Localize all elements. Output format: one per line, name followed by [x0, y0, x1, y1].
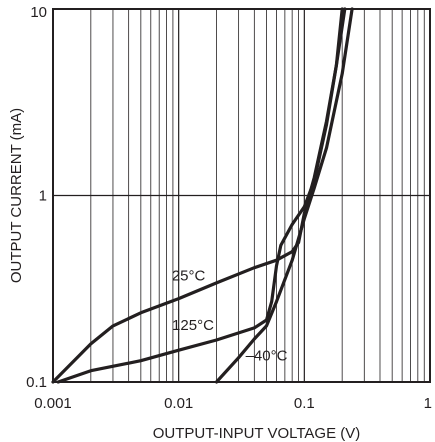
x-tick-label: 0.1 [294, 395, 315, 412]
x-axis-title: OUTPUT-INPUT VOLTAGE (V) [153, 425, 361, 442]
y-axis-title: OUTPUT CURRENT (mA) [8, 108, 25, 283]
x-tick-label: 1 [424, 395, 432, 412]
plot-frame [52, 8, 431, 383]
y-tick-label: 0.1 [26, 374, 47, 391]
series-line [214, 7, 354, 384]
x-tick-label: 0.001 [34, 395, 72, 412]
curve-label: –40°C [246, 348, 288, 365]
tick-labels: 0.001 0.01 0.1 1 0.1 1 10 [26, 4, 432, 412]
grid [52, 8, 431, 383]
curves [51, 7, 354, 384]
series-line [56, 7, 344, 384]
curve-labels: 25°C 125°C –40°C [172, 268, 288, 365]
curve-label: 125°C [172, 317, 214, 334]
y-tick-label: 10 [30, 4, 47, 21]
y-tick-label: 1 [39, 188, 47, 205]
curve-label: 25°C [172, 268, 206, 285]
x-tick-label: 0.01 [164, 395, 193, 412]
